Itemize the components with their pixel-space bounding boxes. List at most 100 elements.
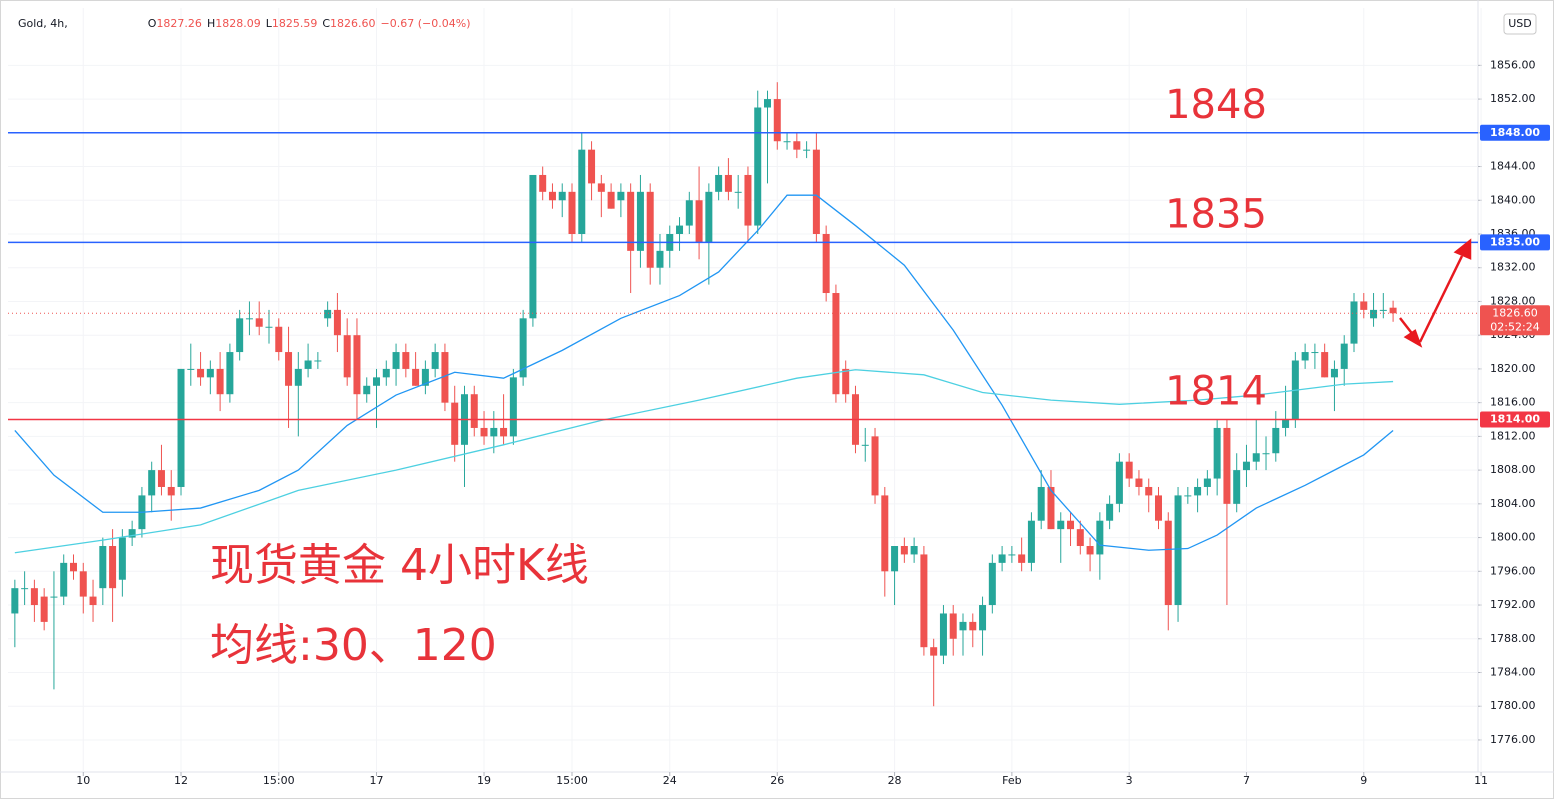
candle-body bbox=[60, 562, 68, 597]
y-tick-label: 1812.00 bbox=[1490, 429, 1536, 442]
candle-body bbox=[1174, 495, 1182, 606]
candle-body bbox=[373, 377, 381, 386]
x-tick-label: 15:00 bbox=[263, 774, 295, 787]
candle-body bbox=[333, 309, 341, 336]
candle-body bbox=[734, 191, 742, 193]
candle-body bbox=[314, 360, 322, 362]
candle-body bbox=[900, 546, 908, 555]
candle-body bbox=[754, 107, 762, 226]
arrow bbox=[1418, 255, 1464, 343]
y-tick-label: 1816.00 bbox=[1490, 396, 1536, 409]
candle-body bbox=[1252, 453, 1260, 462]
y-tick-label: 1788.00 bbox=[1490, 632, 1536, 645]
candle-body bbox=[11, 588, 19, 614]
y-tick-label: 1804.00 bbox=[1490, 497, 1536, 510]
y-tick-label: 1840.00 bbox=[1490, 193, 1536, 206]
candle-body bbox=[988, 562, 996, 606]
candle-body bbox=[128, 529, 136, 538]
y-tick-label: 1828.00 bbox=[1490, 294, 1536, 307]
candle-body bbox=[1106, 503, 1114, 521]
candle-body bbox=[949, 613, 957, 639]
level-label: 1814.00 bbox=[1490, 413, 1540, 426]
candle-body bbox=[1115, 461, 1123, 504]
candle-body bbox=[285, 352, 293, 386]
candle-body bbox=[1213, 427, 1221, 479]
candle-body bbox=[412, 368, 420, 386]
candle-body bbox=[764, 99, 772, 108]
candle-body bbox=[1057, 520, 1065, 530]
candle-body bbox=[216, 368, 224, 395]
level-label-box bbox=[1480, 234, 1550, 251]
candle-body bbox=[490, 427, 498, 437]
candle-body bbox=[705, 191, 713, 243]
y-tick-label: 1796.00 bbox=[1490, 564, 1536, 577]
chart-subtitle: 均线:30、120 bbox=[210, 620, 497, 671]
candle-body bbox=[1154, 495, 1162, 521]
candle-body bbox=[1027, 520, 1035, 563]
y-tick-label: 1776.00 bbox=[1490, 733, 1536, 746]
candle-body bbox=[519, 318, 527, 378]
candle-body bbox=[1203, 478, 1211, 487]
candle-body bbox=[1370, 309, 1378, 319]
arrows bbox=[1399, 238, 1472, 348]
level-annotation: 1848 bbox=[1165, 82, 1267, 128]
candle-body bbox=[50, 596, 58, 598]
currency-box[interactable] bbox=[1503, 13, 1537, 35]
x-tick-label: 24 bbox=[663, 774, 677, 787]
y-tick-label: 1792.00 bbox=[1490, 598, 1536, 611]
x-tick-label: 17 bbox=[370, 774, 384, 787]
candle-body bbox=[509, 377, 517, 437]
candle-body bbox=[998, 554, 1006, 563]
plot-area bbox=[11, 82, 1397, 707]
y-tick-label: 1784.00 bbox=[1490, 665, 1536, 678]
candle-body bbox=[148, 470, 156, 496]
candle-body bbox=[979, 605, 987, 631]
candle-body bbox=[99, 546, 107, 589]
candle-body bbox=[1135, 478, 1143, 487]
candle-body bbox=[40, 596, 48, 622]
candle-body bbox=[197, 368, 205, 378]
ohlc-label: O bbox=[148, 17, 157, 30]
candle-body bbox=[1379, 309, 1387, 311]
level-annotation: 1835 bbox=[1165, 191, 1267, 237]
candle-body bbox=[891, 546, 899, 572]
candle-body bbox=[607, 191, 615, 209]
candle-body bbox=[930, 647, 938, 656]
candle-body bbox=[441, 352, 449, 403]
candle-body bbox=[1008, 554, 1016, 556]
candle-body bbox=[1096, 520, 1104, 555]
candle-body bbox=[861, 444, 869, 446]
candle-body bbox=[304, 360, 312, 369]
candle-body bbox=[353, 335, 361, 395]
candle-body bbox=[1184, 495, 1192, 497]
x-tick-label: 15:00 bbox=[556, 774, 588, 787]
candle-body bbox=[187, 368, 195, 370]
candle-body bbox=[744, 174, 752, 226]
candle-body bbox=[676, 225, 684, 234]
candle-body bbox=[1164, 520, 1172, 606]
candle-body bbox=[1360, 301, 1368, 310]
countdown: 02:52:24 bbox=[1490, 320, 1539, 333]
moving-average bbox=[14, 369, 1394, 554]
candle-body bbox=[783, 141, 791, 143]
x-tick-label: 10 bbox=[76, 774, 90, 787]
ohlc-label: H bbox=[207, 17, 215, 30]
y-tick-label: 1780.00 bbox=[1490, 699, 1536, 712]
x-tick-label: 11 bbox=[1474, 774, 1488, 787]
candle-body bbox=[910, 546, 918, 555]
candle-body bbox=[118, 537, 126, 580]
candle-body bbox=[30, 588, 38, 606]
candle-body bbox=[1340, 343, 1348, 369]
ohlc-label: C bbox=[322, 17, 330, 30]
candle-body bbox=[881, 495, 889, 572]
candle-body bbox=[685, 200, 693, 226]
candle-body bbox=[109, 546, 117, 589]
candle-body bbox=[226, 352, 234, 395]
level-label-box bbox=[1480, 124, 1550, 141]
candle-body bbox=[539, 174, 547, 192]
x-tick-label: 19 bbox=[477, 774, 491, 787]
currency[interactable]: USD bbox=[1508, 17, 1532, 30]
candle-body bbox=[822, 233, 830, 294]
symbol: Gold, 4h, bbox=[18, 17, 68, 30]
change: −0.67 (−0.04%) bbox=[381, 17, 471, 30]
